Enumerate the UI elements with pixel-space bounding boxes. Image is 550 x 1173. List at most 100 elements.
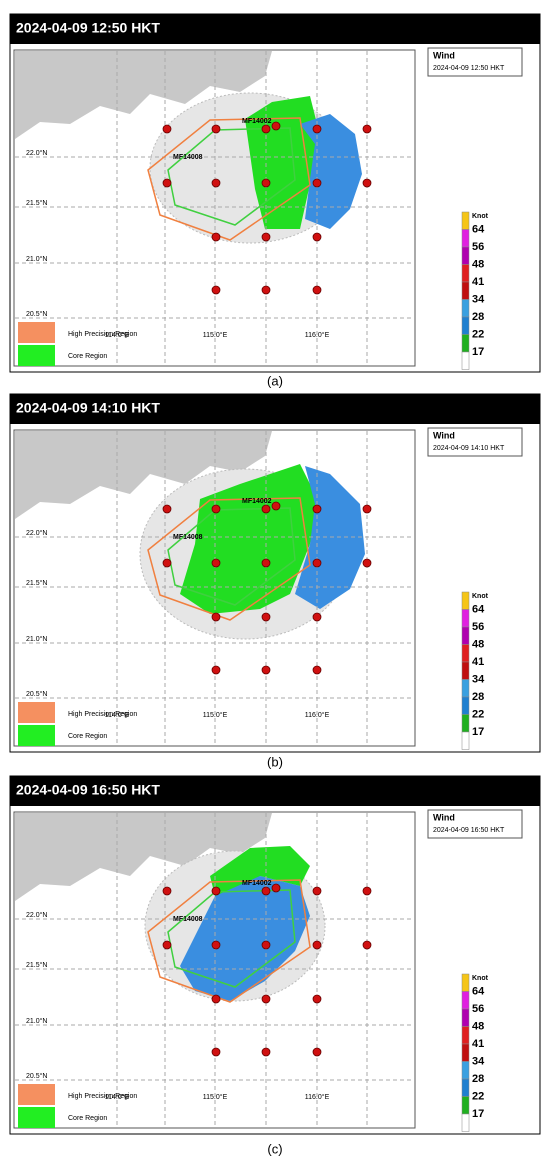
colorbar-level: 17 [472, 1108, 484, 1120]
colorbar-cell [461, 211, 470, 230]
region-swatch [18, 1084, 55, 1105]
station-dot [312, 994, 322, 1004]
region-swatch [18, 345, 55, 366]
station-dot [162, 504, 172, 514]
colorbar-level: 48 [472, 638, 484, 650]
legend-time: 2024-04-09 12:50 HKT [433, 65, 505, 72]
colorbar-cell [461, 334, 470, 353]
station-dot [211, 285, 221, 295]
region-swatch [18, 322, 55, 343]
colorbar-level: 64 [472, 603, 485, 615]
region-label: High Precision Region [68, 1093, 137, 1100]
station-dot [261, 1047, 271, 1057]
caption: (b) [267, 754, 283, 769]
station-dot [261, 232, 271, 242]
colorbar-cell [461, 351, 470, 370]
panel-title: 2024-04-09 12:50 HKT [16, 20, 160, 36]
station-dot [211, 886, 221, 896]
legend-box [427, 47, 523, 77]
colorbar-level: 48 [472, 258, 484, 270]
lat-label: 21.0°N [26, 255, 47, 263]
station-dot [312, 232, 322, 242]
colorbar-cell [461, 1008, 470, 1027]
colorbar-cell [461, 991, 470, 1010]
station-label: MF14008 [173, 534, 203, 541]
station-dot [312, 558, 322, 568]
colorbar-level: 41 [472, 656, 484, 668]
legend-title: Wind [433, 50, 455, 60]
panel-title: 2024-04-09 16:50 HKT [16, 782, 160, 798]
station-dot [211, 994, 221, 1004]
station-label: MF14002 [242, 498, 272, 505]
panel-title: 2024-04-09 14:10 HKT [16, 400, 160, 416]
station-dot [211, 612, 221, 622]
colorbar-level: 41 [472, 1038, 484, 1050]
lat-label: 20.5°N [26, 310, 47, 318]
station-dot [362, 886, 372, 896]
colorbar-cell [461, 281, 470, 300]
station-dot [312, 940, 322, 950]
colorbar-unit: Knot [472, 213, 489, 220]
lon-label: 115.0°E [203, 711, 228, 719]
station-dot [312, 178, 322, 188]
lon-label: 116.0°E [305, 711, 330, 719]
station-dot [211, 124, 221, 134]
station-dot [261, 558, 271, 568]
station-dot [261, 612, 271, 622]
colorbar-level: 34 [472, 673, 485, 685]
colorbar-level: 28 [472, 1073, 484, 1085]
lon-label: 116.0°E [305, 1093, 330, 1101]
colorbar-level: 48 [472, 1020, 484, 1032]
legend-title: Wind [433, 812, 455, 822]
colorbar-cell [461, 696, 470, 715]
station-dot [261, 285, 271, 295]
title-bar [10, 14, 540, 44]
caption: (a) [267, 373, 283, 388]
legend-time: 2024-04-09 16:50 HKT [433, 827, 505, 834]
lat-label: 22.0°N [26, 149, 47, 157]
region-label: Core Region [68, 353, 107, 360]
colorbar-cell [461, 229, 470, 248]
colorbar-cell [461, 626, 470, 645]
colorbar-level: 56 [472, 1003, 484, 1015]
station-dot [162, 886, 172, 896]
colorbar-cell [461, 299, 470, 318]
lat-label: 21.0°N [26, 635, 47, 643]
station-dot [211, 558, 221, 568]
station-dot [362, 558, 372, 568]
station-dot [312, 1047, 322, 1057]
station-label: MF14008 [173, 916, 203, 923]
lat-label: 21.0°N [26, 1017, 47, 1025]
panel: 2024-04-09 16:50 HKT MF14002 MF14008 22.0°N… [9, 775, 541, 1135]
lat-label: 20.5°N [26, 690, 47, 698]
colorbar-cell [461, 1113, 470, 1132]
colorbar-level: 56 [472, 621, 484, 633]
colorbar-level: 28 [472, 691, 484, 703]
wind-area-28 [180, 876, 310, 1001]
colorbar-unit: Knot [472, 593, 489, 600]
colorbar-cell [461, 1096, 470, 1115]
lat-label: 21.5°N [26, 961, 47, 969]
colorbar-cell [461, 1061, 470, 1080]
station-dot [312, 285, 322, 295]
station-dot [162, 124, 172, 134]
region-label: Core Region [68, 1115, 107, 1122]
lat-label: 21.5°N [26, 579, 47, 587]
colorbar-level: 22 [472, 708, 484, 720]
colorbar-cell [461, 1026, 470, 1045]
high-precision-outline [147, 117, 311, 241]
caption: (c) [267, 1141, 282, 1156]
legend-box [427, 427, 523, 457]
station-dot [261, 994, 271, 1004]
colorbar-level: 22 [472, 328, 484, 340]
colorbar-cell [461, 591, 470, 610]
colorbar-cell [461, 609, 470, 628]
lon-label: 114.0°E [105, 1093, 130, 1101]
legend-time: 2024-04-09 14:10 HKT [433, 445, 505, 452]
colorbar-level: 41 [472, 276, 484, 288]
station-dot [271, 501, 281, 511]
region-label: High Precision Region [68, 711, 137, 718]
station-dot [261, 124, 271, 134]
lat-label: 20.5°N [26, 1072, 47, 1080]
